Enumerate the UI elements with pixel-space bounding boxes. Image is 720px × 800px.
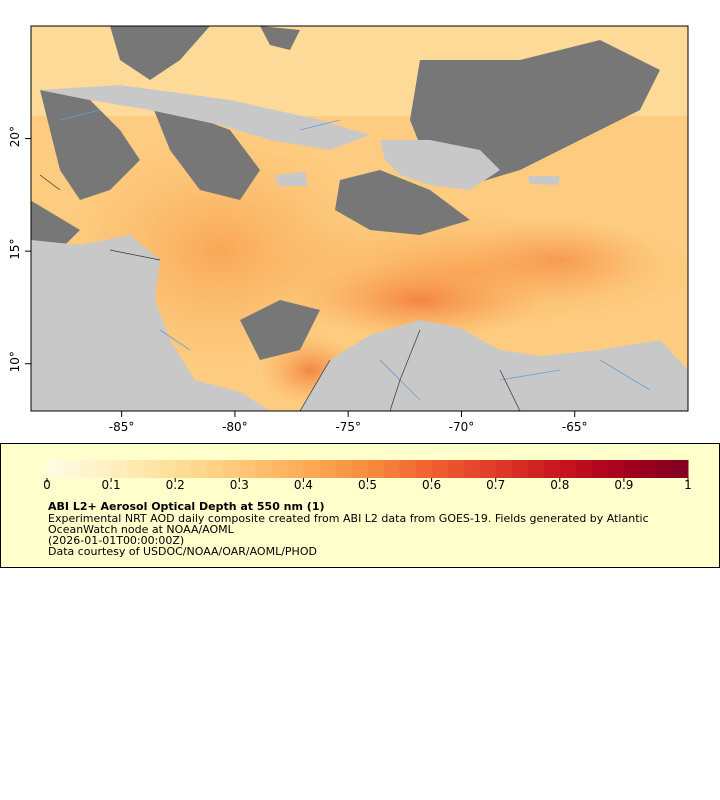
colorbar-block: [655, 460, 673, 478]
colorbar-block: [527, 460, 545, 478]
colorbar-block: [671, 460, 689, 478]
x-tick-label: -65°: [562, 420, 588, 434]
colorbar-block: [623, 460, 641, 478]
colorbar-block: [207, 460, 224, 478]
y-tick-label: 15°: [8, 239, 22, 260]
legend-title: ABI L2+ Aerosol Optical Depth at 550 nm …: [48, 500, 325, 513]
legend-line: Data courtesy of USDOC/NOAA/OAR/AOML/PHO…: [48, 545, 317, 558]
map-image: [31, 26, 688, 411]
colorbar-block: [383, 460, 401, 478]
colorbar-block: [415, 460, 433, 478]
colorbar-block: [319, 460, 336, 478]
x-tick-label: -85°: [109, 420, 135, 434]
colorbar-block: [431, 460, 449, 478]
colorbar-block: [63, 460, 80, 478]
colorbar-tick-label: 0.3: [230, 478, 249, 492]
colorbar-block: [159, 460, 176, 478]
colorbar-block: [495, 460, 513, 478]
colorbar-block: [47, 460, 64, 478]
x-tick-label: -70°: [449, 420, 475, 434]
colorbar-block: [255, 460, 272, 478]
colorbar-block: [463, 460, 481, 478]
colorbar-block: [447, 460, 465, 478]
colorbar-block: [559, 460, 577, 478]
colorbar-block: [479, 460, 497, 478]
colorbar-block: [175, 460, 192, 478]
colorbar-block: [591, 460, 609, 478]
y-tick-label: 10°: [8, 351, 22, 372]
colorbar-block: [367, 460, 385, 478]
colorbar-block: [79, 460, 96, 478]
colorbar-block: [143, 460, 160, 478]
colorbar-block: [335, 460, 352, 478]
colorbar-block: [303, 460, 320, 478]
colorbar-tick-label: 0.5: [358, 478, 377, 492]
colorbar-block: [543, 460, 561, 478]
colorbar-block: [639, 460, 657, 478]
colorbar-block: [351, 460, 368, 478]
colorbar-tick-label: 0.2: [166, 478, 185, 492]
colorbar-tick-label: 0.7: [486, 478, 505, 492]
colorbar-block: [239, 460, 256, 478]
colorbar-tick-label: 0.1: [102, 478, 121, 492]
colorbar-block: [399, 460, 417, 478]
colorbar-tick-label: 0.4: [294, 478, 313, 492]
map-frame: [30, 25, 689, 412]
colorbar-block: [223, 460, 240, 478]
colorbar-block: [191, 460, 208, 478]
colorbar-tick-label: 1: [684, 478, 692, 492]
x-tick-label: -80°: [222, 420, 248, 434]
colorbar-tick-label: 0.6: [422, 478, 441, 492]
colorbar-block: [575, 460, 593, 478]
colorbar-tick-label: 0.8: [550, 478, 569, 492]
legend-line: (2026-01-01T00:00:00Z): [48, 534, 184, 547]
colorbar-tick-label: 0: [43, 478, 51, 492]
colorbar-block: [127, 460, 144, 478]
legend-line: OceanWatch node at NOAA/AOML: [48, 523, 235, 536]
colorbar-block: [95, 460, 112, 478]
colorbar-block: [511, 460, 529, 478]
colorbar-block: [111, 460, 128, 478]
colorbar-block: [607, 460, 625, 478]
legend-line: Experimental NRT AOD daily composite cre…: [48, 512, 649, 525]
x-tick-label: -75°: [335, 420, 361, 434]
colorbar-block: [287, 460, 304, 478]
colorbar-tick-label: 0.9: [614, 478, 633, 492]
y-tick-label: 20°: [8, 126, 22, 147]
colorbar-block: [271, 460, 288, 478]
